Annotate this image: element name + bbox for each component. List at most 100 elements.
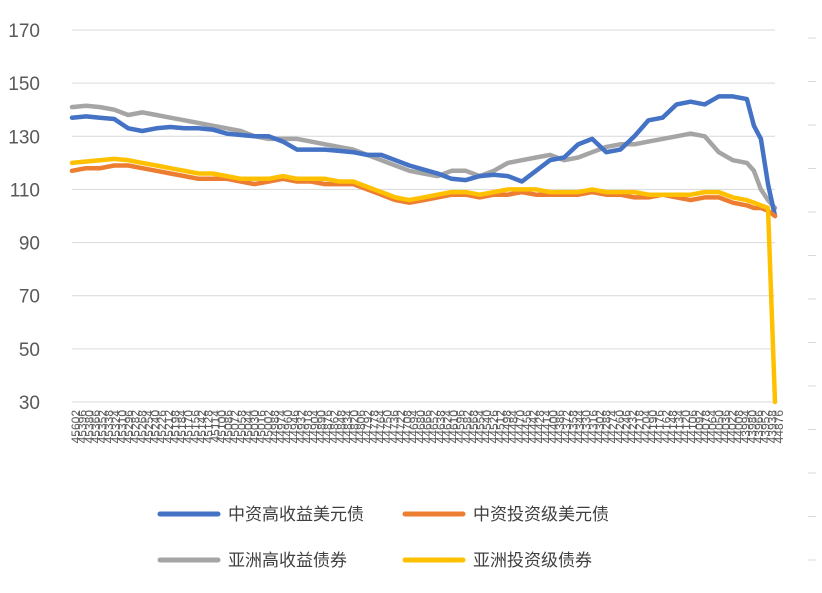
x-tick-label: 45396 [76,410,90,444]
x-tick-label: 44568 [467,410,481,444]
x-tick-label: 45240 [149,410,163,444]
x-tick-label: 44274 [606,410,620,444]
x-tick-label: 44246 [619,410,633,444]
x-tick-label: 44862 [328,410,342,444]
x-tick-label: 45310 [115,410,129,444]
x-tick-label: 44540 [480,410,494,444]
legend-label-1: 中资投资级美元债 [473,505,609,525]
x-tick-label: 45086 [222,410,236,444]
x-tick-label: 44484 [507,410,521,444]
x-tick-label: 45324 [109,410,123,444]
y-tick-label: 130 [8,127,40,148]
x-tick-label: 44470 [513,410,527,444]
x-tick-label: 44610 [447,410,461,444]
x-tick-label: 45128 [202,410,216,444]
x-tick-label: 44428 [533,410,547,444]
series-line-0 [69,94,778,219]
x-tick-label: 44414 [540,410,554,444]
x-tick-label: 44176 [653,410,667,444]
x-tick-label: 44848 [334,410,348,444]
x-tick-label: 44554 [474,410,488,444]
x-tick-label: 44302 [593,410,607,444]
x-tick-label: 44750 [381,410,395,444]
x-tick-label: 44792 [361,410,375,444]
x-tick-label: 44148 [666,410,680,444]
x-tick-label: 44064 [706,410,720,444]
x-tick-label: 45072 [228,410,242,444]
x-tick-label: 44624 [440,410,454,444]
x-tick-label: 44820 [348,410,362,444]
x-tick-label: 44288 [600,410,614,444]
x-tick-label: 44778 [367,410,381,444]
x-tick-label: 44918 [301,410,315,444]
x-tick-label: 44876 [772,410,786,444]
x-tick-label: 43994 [739,410,753,444]
y-tick-label: 70 [19,287,40,308]
x-tick-label: 44372 [560,410,574,444]
x-tick-label: 45254 [142,410,156,444]
x-tick-label: 44218 [633,410,647,444]
x-tick-label: 45282 [129,410,143,444]
x-tick-label: 45156 [188,410,202,444]
x-tick-label: 45352 [96,410,110,444]
x-tick-label: 45338 [102,410,116,444]
x-tick-label: 44498 [500,410,514,444]
x-tick-label: 43952 [759,410,773,444]
legend-label-3: 亚洲投资级债券 [473,551,592,571]
x-tick-label: 45114 [208,410,222,443]
series-line-3 [69,156,778,405]
x-tick-label: 44722 [394,410,408,444]
x-tick-label: 44008 [732,410,746,444]
x-tick-label: 45268 [135,410,149,444]
x-tick-label: 45602 [69,410,83,444]
x-tick-label: 44764 [374,410,388,444]
x-tick-label: 45296 [122,410,136,444]
x-tick-label: 45044 [241,410,255,444]
x-tick-label: 44456 [520,410,534,444]
x-tick-label: 44036 [719,410,733,444]
x-tick-label: 44162 [659,410,673,444]
x-tick-label: 44050 [712,410,726,444]
x-tick-label: 45380 [82,410,96,444]
series-line-2 [69,103,778,211]
x-tick-label: 44638 [434,410,448,444]
x-tick-label: 43980 [745,410,759,444]
x-tick-label: 44960 [281,410,295,444]
x-tick-label: 45198 [168,410,182,444]
x-tick-label: 44512 [493,410,507,444]
x-tick-label: 44876 [321,410,335,444]
x-tick-label: 45002 [261,410,275,444]
x-tick-label: 44946 [288,410,302,444]
x-tick-label: 44106 [686,410,700,444]
legend-label-0: 中资高收益美元债 [228,505,364,525]
x-tick-label: 45030 [248,410,262,444]
x-tick-label: 44400 [547,410,561,444]
x-tick-label: 44134 [673,410,687,444]
legend-label-2: 亚洲高收益债券 [228,551,347,571]
x-tick-label: 44092 [692,410,706,444]
x-tick-label: 44316 [586,410,600,444]
x-tick-label: 44974 [275,410,289,444]
y-tick-label: 150 [8,74,40,95]
x-tick-label: 44078 [699,410,713,444]
x-tick-label: 44652 [427,410,441,444]
x-tick-label: 44680 [414,410,428,444]
x-tick-label: 44344 [573,410,587,444]
x-tick-label: 43938 [765,410,779,444]
x-tick-label: 44666 [421,410,435,444]
x-tick-label: 44932 [294,410,308,444]
x-tick-label: 44260 [613,410,627,444]
x-tick-label: 43966 [752,410,766,444]
x-tick-label: 44526 [487,410,501,444]
x-tick-label: 44022 [726,410,740,444]
y-tick-label: 110 [10,180,40,201]
x-tick-label: 44582 [460,410,474,444]
x-tick-label: 44330 [580,410,594,444]
x-tick-label: 44442 [527,410,541,444]
x-tick-label: 44708 [401,410,415,444]
x-tick-label: 45170 [182,410,196,444]
x-tick-label: 44386 [553,410,567,444]
series-line-1 [69,163,778,219]
